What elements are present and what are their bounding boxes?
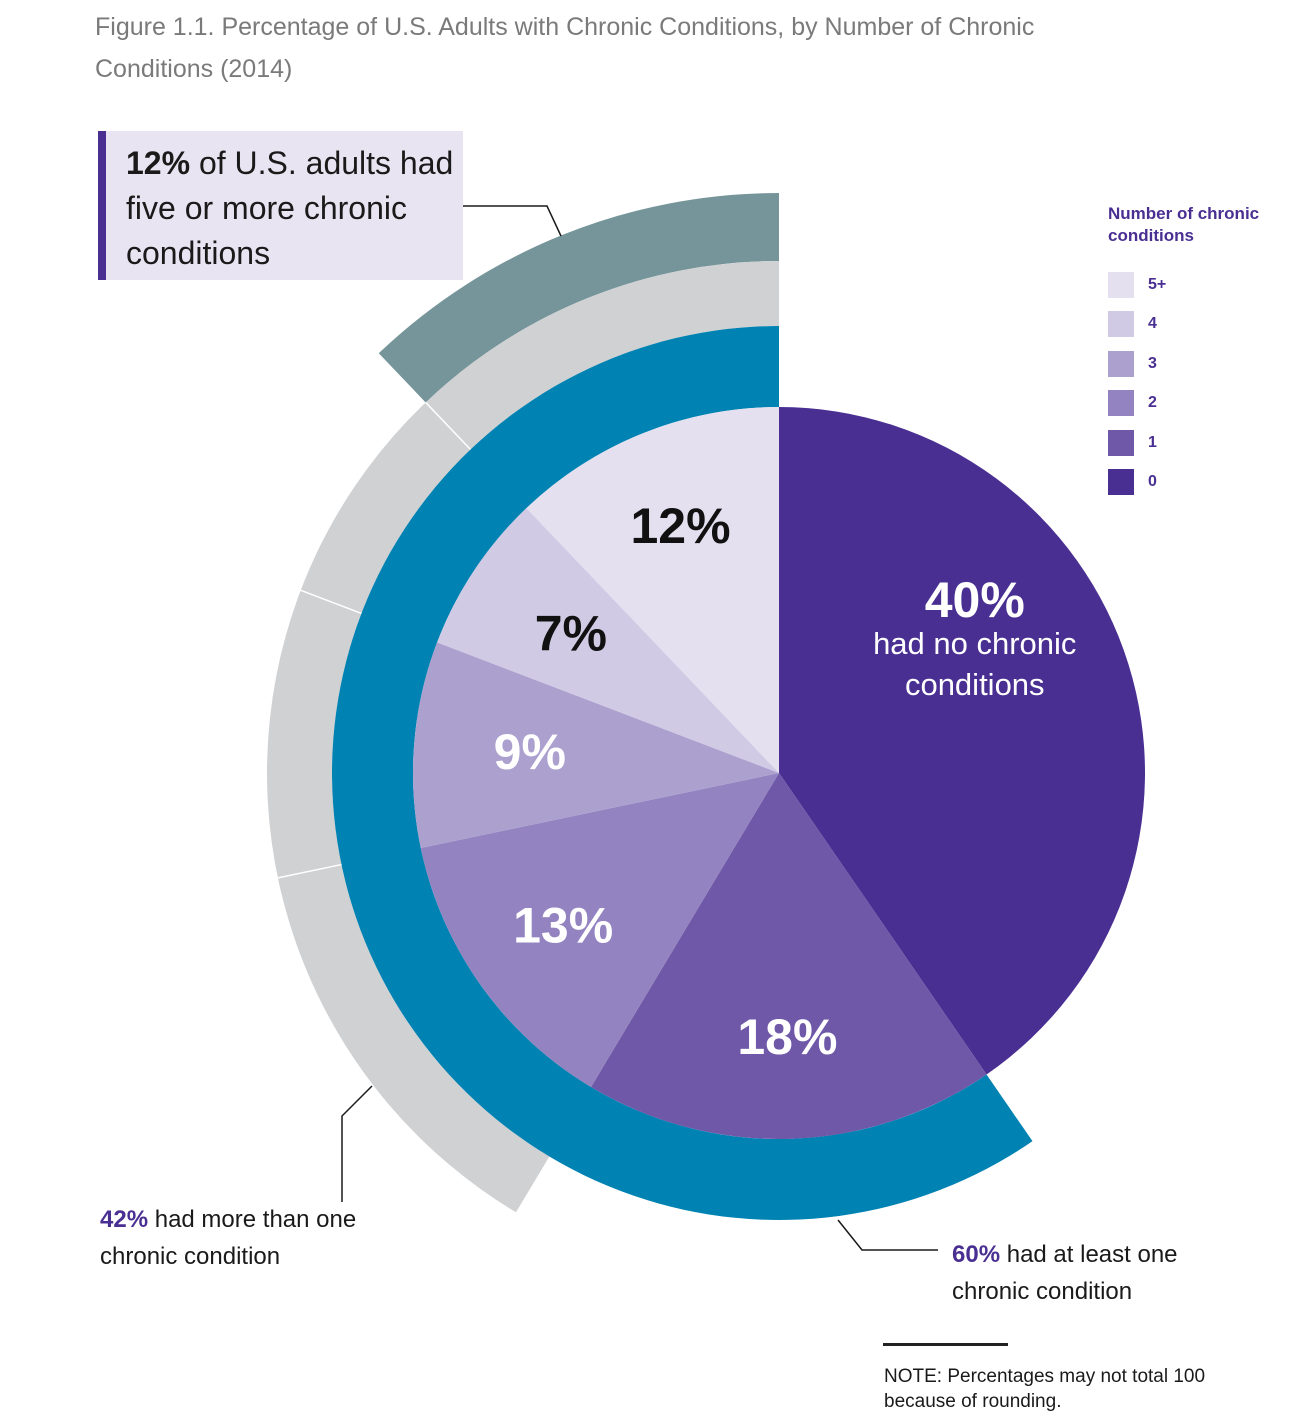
five-plus-leader-line — [463, 205, 562, 237]
pie-slice-3 — [412, 642, 779, 848]
ring-separator — [277, 863, 342, 879]
at-least-one-ring — [332, 326, 1033, 1220]
legend-title: Number of chronic conditions — [1108, 204, 1260, 245]
slice-label: 18% — [737, 1009, 837, 1065]
legend-label: 5+ — [1148, 275, 1167, 293]
five-plus-callout-text: of U.S. adults had five or more chronic … — [126, 145, 454, 271]
five-plus-callout: 12% of U.S. adults had five or more chro… — [98, 131, 463, 280]
slice-label: 13% — [513, 898, 613, 954]
legend-items: 5+ 4 3 2 1 0 — [1108, 265, 1298, 502]
at-least-one-value: 60% — [952, 1241, 1001, 1268]
ring-separator — [425, 401, 472, 451]
at-least-one-text: had at least one chronic condition — [952, 1241, 1178, 1305]
legend-swatch — [1108, 311, 1134, 338]
legend-label: 0 — [1148, 473, 1157, 491]
at-least-one-annotation: 60% had at least one chronic condition — [952, 1236, 1252, 1310]
more-than-one-leader-line — [341, 1085, 373, 1202]
slice-label: 7% — [535, 606, 607, 662]
at-least-one-leader-line — [837, 1219, 938, 1251]
more-than-one-value: 42% — [100, 1206, 149, 1233]
pie-slice-0 — [779, 407, 1146, 1075]
five-plus-ring — [378, 193, 779, 403]
legend-label: 2 — [1148, 394, 1157, 412]
legend-item: 3 — [1108, 344, 1298, 384]
legend-label: 4 — [1148, 315, 1157, 333]
legend-swatch — [1108, 469, 1134, 496]
five-plus-callout-value: 12% — [126, 145, 191, 181]
legend-item: 5+ — [1108, 265, 1298, 305]
legend-label: 3 — [1148, 354, 1157, 372]
legend-swatch — [1108, 390, 1134, 417]
pie-slice-5-plus — [526, 407, 779, 773]
slice-label: 40% — [925, 572, 1025, 628]
legend: Number of chronic conditions 5+ 4 3 2 1 0 — [1108, 203, 1298, 502]
more-than-one-text: had more than one chronic condition — [100, 1206, 357, 1270]
slice-sublabel: had no chronic — [873, 626, 1076, 661]
legend-swatch — [1108, 429, 1134, 456]
legend-swatch — [1108, 350, 1134, 377]
more-than-one-ring — [267, 261, 779, 1213]
slice-label: 12% — [630, 498, 730, 554]
legend-item: 0 — [1108, 463, 1298, 503]
footnote: NOTE: Percentages may not total 100 beca… — [884, 1366, 1206, 1412]
slice-label: 9% — [494, 724, 566, 780]
legend-item: 4 — [1108, 305, 1298, 345]
legend-label: 1 — [1148, 433, 1157, 451]
chart-title: Figure 1.1. Percentage of U.S. Adults wi… — [95, 13, 1035, 83]
pie-slice-4 — [437, 508, 779, 773]
more-than-one-annotation: 42% had more than one chronic condition — [100, 1201, 380, 1275]
note-divider — [883, 1343, 1008, 1346]
legend-item: 1 — [1108, 423, 1298, 463]
slice-sublabel: conditions — [905, 667, 1045, 702]
pie-slice-2 — [420, 773, 779, 1088]
pie-slice-1 — [590, 773, 987, 1139]
legend-item: 2 — [1108, 384, 1298, 424]
legend-swatch — [1108, 271, 1134, 298]
ring-separator — [300, 589, 362, 615]
